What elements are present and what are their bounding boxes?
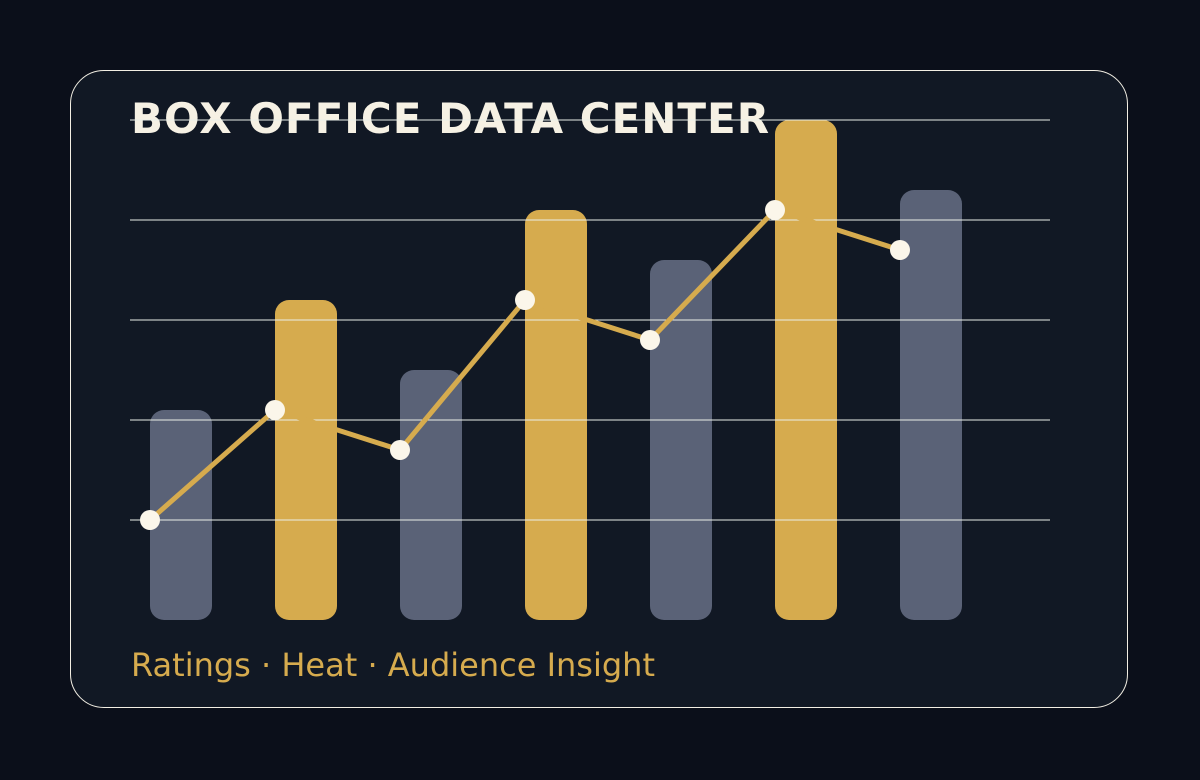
data-point (265, 400, 285, 420)
bar (525, 210, 587, 620)
data-point (640, 330, 660, 350)
data-point (515, 290, 535, 310)
data-point (390, 440, 410, 460)
bar (400, 370, 462, 620)
data-point (765, 200, 785, 220)
bar (900, 190, 962, 620)
bar (650, 260, 712, 620)
data-point (890, 240, 910, 260)
data-point (140, 510, 160, 530)
bar (150, 410, 212, 620)
bar (275, 300, 337, 620)
chart-subtitle: Ratings · Heat · Audience Insight (131, 646, 655, 684)
chart-title: BOX OFFICE DATA CENTER (131, 94, 771, 143)
bar (775, 120, 837, 620)
